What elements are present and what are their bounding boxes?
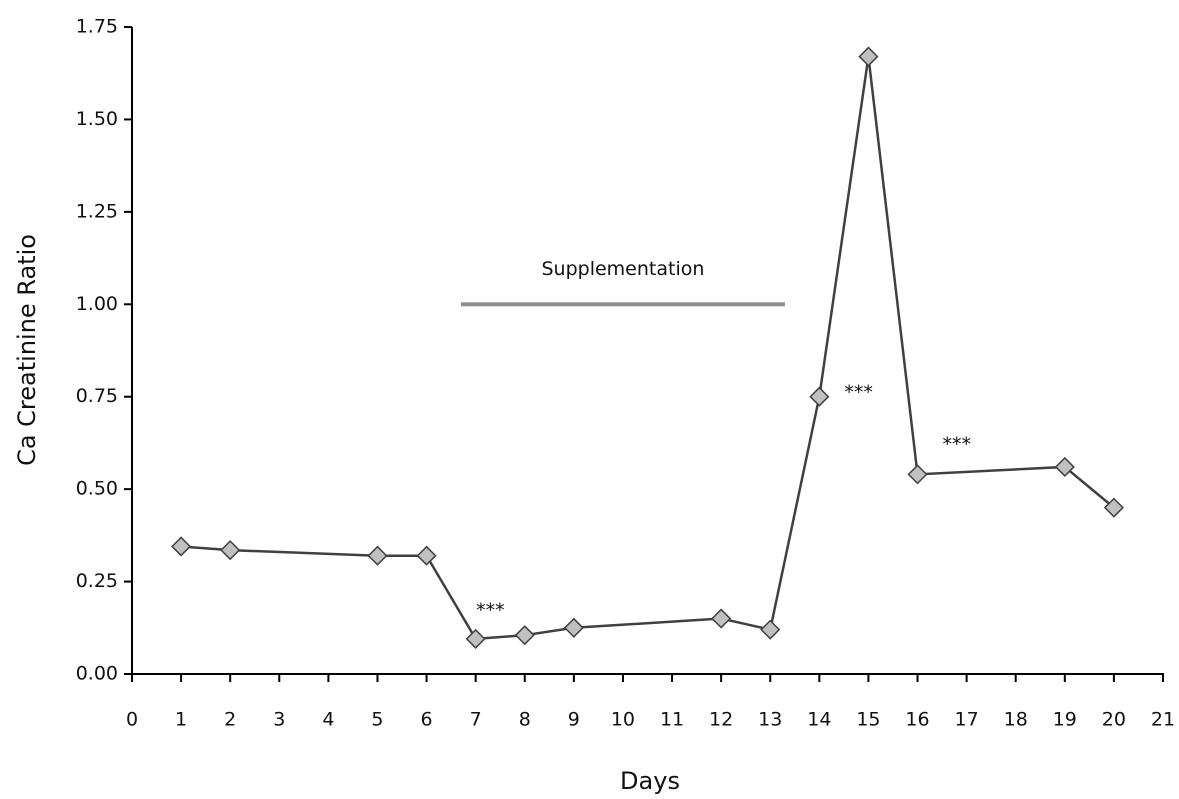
- x-tick-label: 3: [273, 709, 285, 731]
- x-tick-label: 9: [568, 709, 580, 731]
- y-tick-label: 1.25: [76, 200, 118, 222]
- marker: [1103, 497, 1124, 518]
- y-tick-label: 0.25: [76, 570, 118, 592]
- x-tick-label: 20: [1102, 709, 1126, 731]
- y-tick-label: 1.00: [76, 293, 118, 315]
- marker: [563, 617, 584, 638]
- marker: [171, 536, 192, 557]
- x-tick-label: 8: [519, 709, 531, 731]
- y-tick-label: 0.00: [76, 663, 118, 685]
- period-label: Supplementation: [541, 258, 704, 280]
- x-tick-label: 16: [905, 709, 929, 731]
- x-tick-label: 5: [371, 709, 383, 731]
- x-tick-label: 21: [1151, 709, 1175, 731]
- x-tick-label: 1: [175, 709, 187, 731]
- y-tick-label: 0.50: [76, 478, 118, 500]
- marker: [1054, 456, 1075, 478]
- x-tick-label: 6: [421, 709, 433, 731]
- y-tick-label: 1.50: [76, 108, 118, 130]
- x-tick-label: 15: [856, 709, 880, 731]
- marker: [367, 545, 388, 566]
- annotation: ***: [943, 433, 972, 455]
- x-tick-label: 13: [758, 709, 782, 731]
- x-tick-label: 0: [126, 709, 138, 731]
- annotation: ***: [476, 600, 505, 622]
- x-tick-label: 14: [807, 709, 831, 731]
- y-tick-label: 0.75: [76, 385, 118, 407]
- marker: [907, 464, 928, 485]
- y-tick-label: 1.75: [76, 16, 118, 38]
- x-tick-label: 4: [322, 709, 334, 731]
- x-axis-label: Days: [620, 767, 680, 795]
- marker: [711, 608, 732, 629]
- marker: [416, 545, 437, 566]
- y-axis-label: Ca Creatinine Ratio: [13, 234, 41, 466]
- annotation: ***: [844, 382, 873, 404]
- x-tick-label: 18: [1004, 709, 1028, 731]
- x-tick-label: 12: [709, 709, 733, 731]
- x-tick-label: 19: [1053, 709, 1077, 731]
- x-tick-label: 11: [660, 709, 684, 731]
- marker: [220, 540, 241, 561]
- x-tick-label: 17: [955, 709, 979, 731]
- x-tick-label: 10: [611, 709, 635, 731]
- marker: [809, 386, 830, 407]
- marker: [760, 619, 781, 640]
- line: [181, 56, 1115, 641]
- marker: [858, 46, 879, 67]
- x-tick-label: 2: [224, 709, 236, 731]
- marker: [514, 625, 535, 646]
- x-tick-label: 7: [470, 709, 482, 731]
- marker: [465, 628, 486, 649]
